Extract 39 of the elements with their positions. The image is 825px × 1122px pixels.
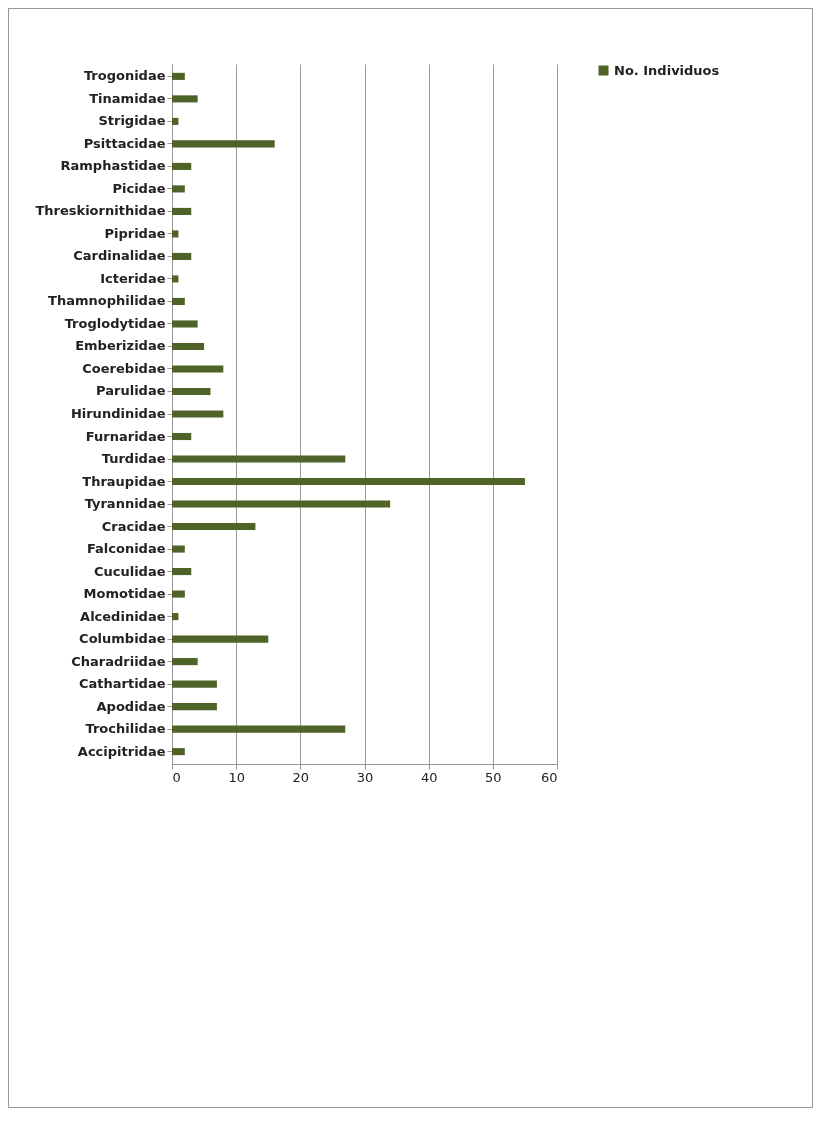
y-tick-label: Threskiornithidae: [35, 203, 166, 219]
x-tick-label: 30: [356, 769, 374, 785]
y-tick-label: Hirundinidae: [70, 406, 166, 421]
y-tick-label: Icteridae: [100, 270, 166, 286]
y-tick-label: Cuculidae: [93, 563, 166, 579]
y-tick-label: Coerebidae: [82, 360, 166, 376]
y-tick-label: Thamnophilidae: [48, 293, 166, 309]
y-tick-label: Cathartidae: [78, 676, 166, 692]
y-tick-label: Pipridae: [104, 225, 166, 241]
y-tick-label: Tinamidae: [89, 90, 166, 106]
x-tick-label: 20: [292, 769, 310, 785]
legend-label: No. Individuos: [614, 62, 720, 78]
x-tick-label: 10: [228, 769, 245, 785]
x-tick-label: 60: [540, 769, 558, 785]
y-tick-label: Cardinalidae: [73, 248, 166, 264]
y-tick-label: Columbidae: [79, 631, 166, 647]
y-tick-label: Furnaridae: [85, 428, 166, 444]
y-tick-label: Trogonidae: [83, 68, 166, 84]
y-tick-label: Trochilidae: [85, 721, 166, 737]
y-tick-label: Apodidae: [96, 698, 166, 714]
y-tick-label: Troglodytidae: [64, 315, 166, 331]
y-tick-label: Cracidae: [101, 518, 166, 534]
y-tick-label: Tyrannidae: [84, 496, 166, 512]
x-tick-label: 50: [485, 769, 502, 785]
y-tick-label: Ramphastidae: [60, 158, 166, 174]
y-tick-label: Alcedinidae: [80, 608, 166, 624]
y-tick-label: Accipitridae: [77, 743, 166, 759]
y-tick-label: Emberizidae: [75, 338, 166, 354]
y-tick-label: Charadriidae: [71, 653, 166, 669]
x-tick-label: 40: [420, 769, 438, 785]
y-tick-label: Psittacidae: [83, 135, 166, 151]
y-tick-label: Parulidae: [96, 383, 166, 399]
y-tick-label: Thraupidae: [82, 473, 166, 489]
y-tick-label: Momotidae: [83, 586, 166, 602]
y-tick-label: Turdidae: [101, 451, 166, 467]
y-tick-label: Falconidae: [86, 541, 166, 557]
y-tick-label: Strigidae: [98, 113, 166, 129]
y-tick-label: Picidae: [112, 180, 166, 196]
x-tick-label: 0: [172, 769, 181, 785]
